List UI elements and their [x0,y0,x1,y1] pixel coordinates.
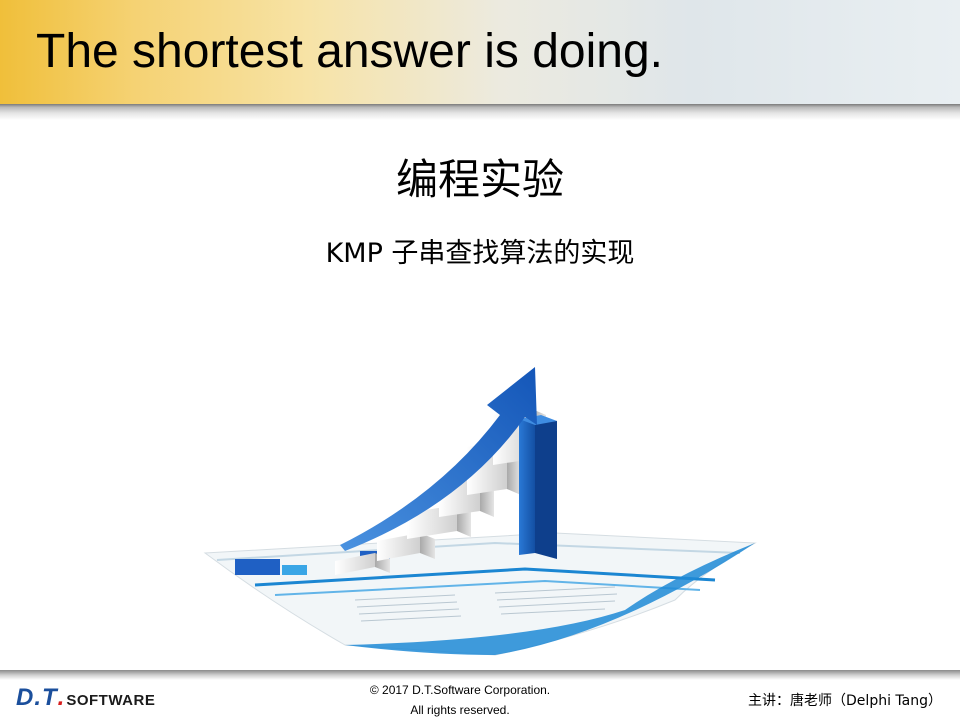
presenter-credit: 主讲：唐老师（Delphi Tang） [748,693,942,709]
growth-bar-chart-icon [203,367,757,656]
copyright-line-1: © 2017 D.T.Software Corporation. [369,683,551,697]
copyright-line-2: All rights reserved. [410,703,510,717]
slide-subtitle: KMP 子串查找算法的实现 [325,238,635,269]
paper-sheet [203,532,757,656]
growth-arrow [340,367,537,551]
logo-mark: D.T [16,684,58,711]
header-shadow [0,104,960,120]
footer-divider [0,670,960,680]
copyright-notice: © 2017 D.T.Software Corporation. All rig… [300,680,620,720]
slide-title: 编程实验 [395,155,564,204]
logo-dot: . [57,684,65,711]
company-logo: D.T. SOFTWARE [16,684,155,714]
logo-wordmark: SOFTWARE [66,692,156,709]
header-band [0,0,960,104]
header-title: The shortest answer is doing. [36,25,663,78]
